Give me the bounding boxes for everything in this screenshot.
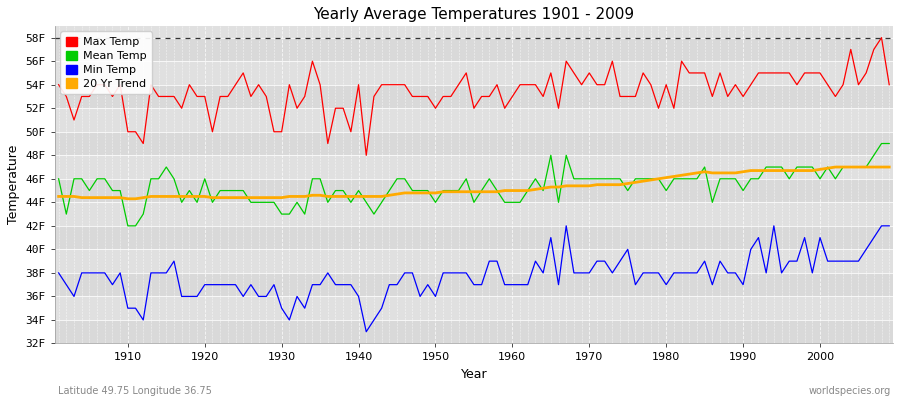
X-axis label: Year: Year [461, 368, 487, 381]
Text: worldspecies.org: worldspecies.org [809, 386, 891, 396]
Bar [55, 132, 893, 155]
Bar [55, 85, 893, 108]
Bar [55, 320, 893, 344]
Y-axis label: Temperature: Temperature [7, 145, 20, 224]
Legend: Max Temp, Mean Temp, Min Temp, 20 Yr Trend: Max Temp, Mean Temp, Min Temp, 20 Yr Tre… [60, 32, 152, 94]
Bar [55, 38, 893, 61]
Bar [55, 226, 893, 249]
Title: Yearly Average Temperatures 1901 - 2009: Yearly Average Temperatures 1901 - 2009 [313, 7, 634, 22]
Text: Latitude 49.75 Longitude 36.75: Latitude 49.75 Longitude 36.75 [58, 386, 212, 396]
Bar [55, 273, 893, 296]
Bar [55, 179, 893, 202]
